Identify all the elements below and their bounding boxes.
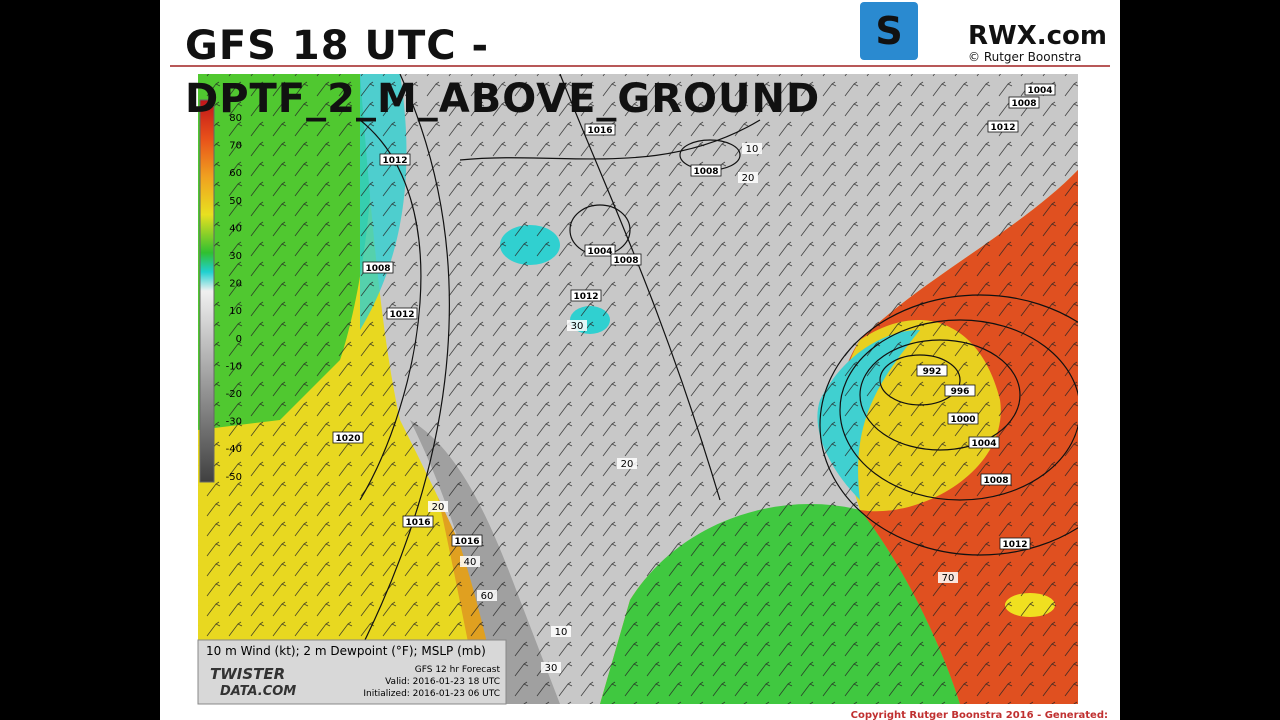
colorbar-label: 40 [229,223,242,234]
dewpoint-label: 20 [742,173,755,184]
brand: DATA.COM [220,684,296,699]
isobar-label: 1012 [573,292,598,302]
isobar-label: 1012 [382,156,407,166]
colorbar [199,99,215,483]
isobar-label: 1012 [990,123,1015,133]
colorbar-label: -20 [226,389,242,400]
isobar-label-box [451,534,483,547]
isobar-label-box [584,244,616,257]
isobar-label: 1008 [693,167,718,177]
isobar-label-box [402,515,434,528]
isobar-label: 1008 [983,476,1008,486]
isobar-label-box [610,253,642,266]
colorbar-label: 50 [229,196,242,207]
isobar-label-box [332,431,364,444]
dewpoint-label-box [742,143,762,154]
isobar-label: 1008 [613,256,638,266]
title-line: DPTF_2_M_ABOVE_GROUND [185,76,821,122]
colorbar-label: 30 [229,251,242,262]
isobar-label: 1000 [950,415,975,425]
isobar-label-box [947,412,979,425]
isobar-label-box [1008,96,1040,109]
isobar-label: 996 [951,387,970,397]
dewpoint-label: 40 [464,557,477,568]
dewpoint-label: 60 [481,591,494,602]
colorbar-label: 20 [229,279,242,290]
legend-text: Valid: 2016-01-23 18 UTC [385,677,500,687]
dewpoint-label: 10 [746,144,759,155]
isobar-label: 1004 [587,247,612,257]
isobar-label: 1016 [454,537,479,547]
dewpoint-label-box [738,172,758,183]
isobar-labels: 1016101210081012100410081012100810041008… [332,83,1056,674]
dewpoint-label: 70 [942,573,955,584]
dewpoint-label: 10 [555,627,568,638]
logo-credit: © Rutger Boonstra [968,50,1081,64]
colorbar-label: 70 [229,141,242,152]
isobar-label-box [916,364,948,377]
colorbar-label: 0 [236,334,242,345]
brand: TWISTER [210,665,285,683]
dewpoint-label: 30 [545,663,558,674]
legend-text: GFS 12 hr Forecast [415,665,501,675]
isobar-label: 1004 [1027,86,1052,96]
isobar-label: 1016 [587,126,612,136]
dewpoint-label-box [428,501,448,512]
isobar-label: 1008 [365,264,390,274]
isobar-label-box [570,289,602,302]
colorbar-label: -50 [226,472,242,483]
colorbar-label: 60 [229,168,242,179]
isobar-label: 1008 [1011,99,1036,109]
dewpoint-label: 30 [571,321,584,332]
colorbar-labels: 80 70 60 50 40 30 20 10 0 -10 -20 -30 -40 -50 [226,113,242,483]
isobar-label: 1004 [971,439,996,449]
dewpoint-label-box [617,458,637,469]
dewpoint-label-box [567,320,587,331]
isobar-label: 1020 [335,434,360,444]
isobar-label-box [980,473,1012,486]
dewpoint-label-box [477,590,497,601]
isobar-label: 1012 [1002,540,1027,550]
isobar-label: 1012 [389,310,414,320]
isobar-label-box [968,436,1000,449]
isobar-label-box [944,384,976,397]
map [198,74,1078,704]
title-line: GFS 18 UTC - [185,23,490,69]
isobar-label-box [362,261,394,274]
isobar-label-box [987,120,1019,133]
isobar-label-box [379,153,411,166]
dewpoint-label-box [938,572,958,583]
colorbar-label: -10 [226,361,242,372]
copyright: Copyright Rutger Boonstra 2016 - Generat… [851,710,1108,720]
legend-text: Initialized: 2016-01-23 06 UTC [363,689,500,699]
logo: S RWX.com © Rutger Boonstra [860,2,1107,64]
colorbar-label: -30 [226,417,242,428]
isobar-label-box [386,307,418,320]
isobar-label: 1016 [405,518,430,528]
colorbar-label: -40 [226,444,242,455]
isobar-label-box [584,123,616,136]
dewpoint-label: 20 [432,502,445,513]
legend-box: 10 m Wind (kt); 2 m Dewpoint (°F); MSLP … [197,639,507,705]
isobar-label: 992 [923,367,942,377]
isobar-label-box [690,164,722,177]
legend-text: 10 m Wind (kt); 2 m Dewpoint (°F); MSLP … [206,644,486,658]
slide: GFS 18 UTC - DPTF_2_M_ABOVE_GROUND [160,0,1120,720]
dewpoint-label-box [541,662,561,673]
isobar-label-box [999,537,1031,550]
colorbar-label: 10 [229,306,242,317]
dewpoint-label-box [551,626,571,637]
dewpoint-label: 20 [621,459,634,470]
svg-text:S: S [875,9,902,53]
dewpoint-label-box [460,556,480,567]
colorbar-label: 80 [229,113,242,124]
logo-text: RWX.com [968,21,1107,51]
isobar-label-box [1024,83,1056,96]
